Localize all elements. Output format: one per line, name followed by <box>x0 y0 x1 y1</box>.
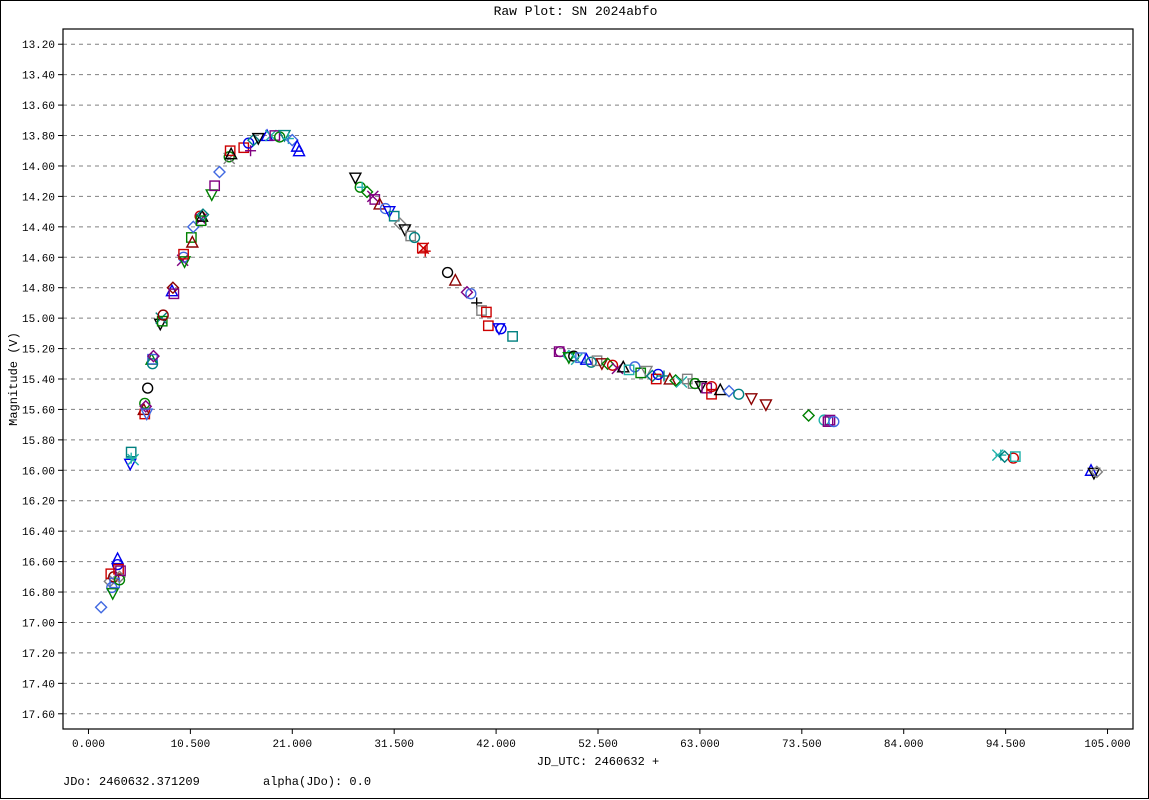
y-tick-label: 13.60 <box>22 101 55 113</box>
chart-svg: Raw Plot: SN 2024abfo 13.20 13.40 13.60 13.8… <box>1 1 1149 800</box>
plot-frame: Raw Plot: SN 2024abfo 13.20 13.40 13.60 13.8… <box>0 0 1149 799</box>
footer-alpha: alpha(JDo): 0.0 <box>263 775 371 789</box>
x-tick-label: 42.000 <box>476 739 516 751</box>
y-tick-label: 17.60 <box>22 710 55 722</box>
x-tick-label: 21.000 <box>272 739 312 751</box>
chart-title: Raw Plot: SN 2024abfo <box>494 4 658 19</box>
x-tick-label: 10.500 <box>171 739 211 751</box>
y-tick-label: 17.40 <box>22 679 55 691</box>
y-tick-label: 15.20 <box>22 345 55 357</box>
y-tick-label: 15.60 <box>22 405 55 417</box>
x-tick-label: 31.500 <box>374 739 414 751</box>
x-tick-label: 94.500 <box>986 739 1026 751</box>
x-tick-label: 73.500 <box>782 739 822 751</box>
y-axis-label: Magnitude (V) <box>7 332 21 426</box>
y-tick-label: 17.00 <box>22 618 55 630</box>
y-tick-label: 17.20 <box>22 649 55 661</box>
y-tick-label: 16.80 <box>22 588 55 600</box>
y-tick-label: 16.40 <box>22 527 55 539</box>
x-tick-label: 52.500 <box>578 739 618 751</box>
y-tick-label: 13.80 <box>22 132 55 144</box>
y-tick-label: 16.20 <box>22 497 55 509</box>
y-tick-label: 15.00 <box>22 314 55 326</box>
y-tick-label: 15.40 <box>22 375 55 387</box>
x-tick-label: 0.000 <box>72 739 105 751</box>
y-tick-label: 14.40 <box>22 223 55 235</box>
y-tick-label: 14.80 <box>22 284 55 296</box>
y-tick-label: 16.60 <box>22 558 55 570</box>
y-tick-label: 13.20 <box>22 40 55 52</box>
y-tick-label: 15.80 <box>22 436 55 448</box>
footer-jdo: JDo: 2460632.371209 <box>63 775 200 789</box>
x-tick-label: 63.000 <box>680 739 720 751</box>
x-axis-label: JD_UTC: 2460632 + <box>537 755 659 769</box>
y-tick-label: 14.00 <box>22 162 55 174</box>
y-tick-label: 13.40 <box>22 71 55 83</box>
x-tick-label: 105.000 <box>1084 739 1130 751</box>
y-tick-label: 14.20 <box>22 192 55 204</box>
y-tick-label: 14.60 <box>22 253 55 265</box>
x-tick-label: 84.000 <box>884 739 924 751</box>
y-tick-label: 16.00 <box>22 466 55 478</box>
